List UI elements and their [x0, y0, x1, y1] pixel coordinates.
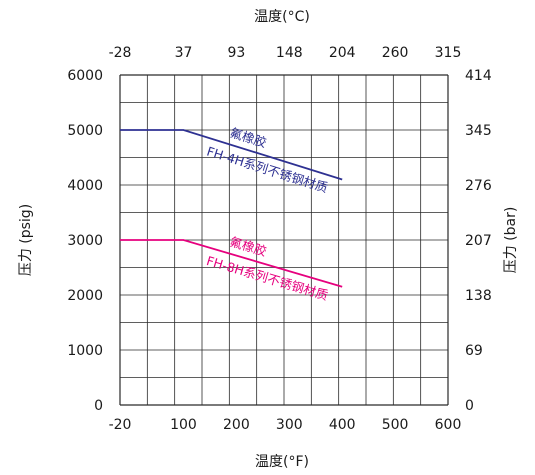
bottom-tick-label: 200 [223, 417, 250, 433]
bottom-axis-title: 温度(°F) [255, 454, 309, 470]
right-tick-label: 414 [465, 68, 492, 84]
right-axis-title: 压力 (bar) [503, 207, 519, 274]
bottom-tick-label: 600 [435, 417, 462, 433]
right-tick-label: 0 [465, 398, 474, 414]
tick-labels: -20 -28 100 37 200 93 300 148 400 204 500 260 600 315… [67, 45, 491, 433]
top-tick-label: -28 [109, 45, 132, 61]
left-tick-label: 1000 [67, 343, 103, 359]
top-tick-label: 93 [227, 45, 245, 61]
top-tick-label: 260 [382, 45, 409, 61]
top-tick-label: 37 [175, 45, 193, 61]
top-tick-label: 315 [435, 45, 462, 61]
left-tick-label: 3000 [67, 233, 103, 249]
series-line-1 [120, 129, 343, 181]
bottom-tick-label: 100 [170, 417, 197, 433]
bottom-tick-label: 500 [382, 417, 409, 433]
top-tick-label: 148 [276, 45, 303, 61]
right-tick-label: 276 [465, 178, 492, 194]
top-tick-label: 204 [329, 45, 356, 61]
series-line-2 [120, 239, 343, 288]
top-axis-title: 温度(°C) [254, 9, 310, 25]
left-tick-label: 6000 [67, 68, 103, 84]
grid [119, 74, 449, 406]
left-tick-label: 4000 [67, 178, 103, 194]
right-tick-label: 345 [465, 123, 492, 139]
left-tick-label: 0 [94, 398, 103, 414]
bottom-tick-label: 400 [329, 417, 356, 433]
bottom-tick-label: -20 [109, 417, 132, 433]
right-tick-label: 69 [465, 343, 483, 359]
left-tick-label: 2000 [67, 288, 103, 304]
bottom-tick-label: 300 [276, 417, 303, 433]
series-layer [120, 129, 343, 288]
left-tick-label: 5000 [67, 123, 103, 139]
right-tick-label: 138 [465, 288, 492, 304]
left-axis-title: 压力 (psig) [18, 204, 34, 276]
right-tick-label: 207 [465, 233, 492, 249]
